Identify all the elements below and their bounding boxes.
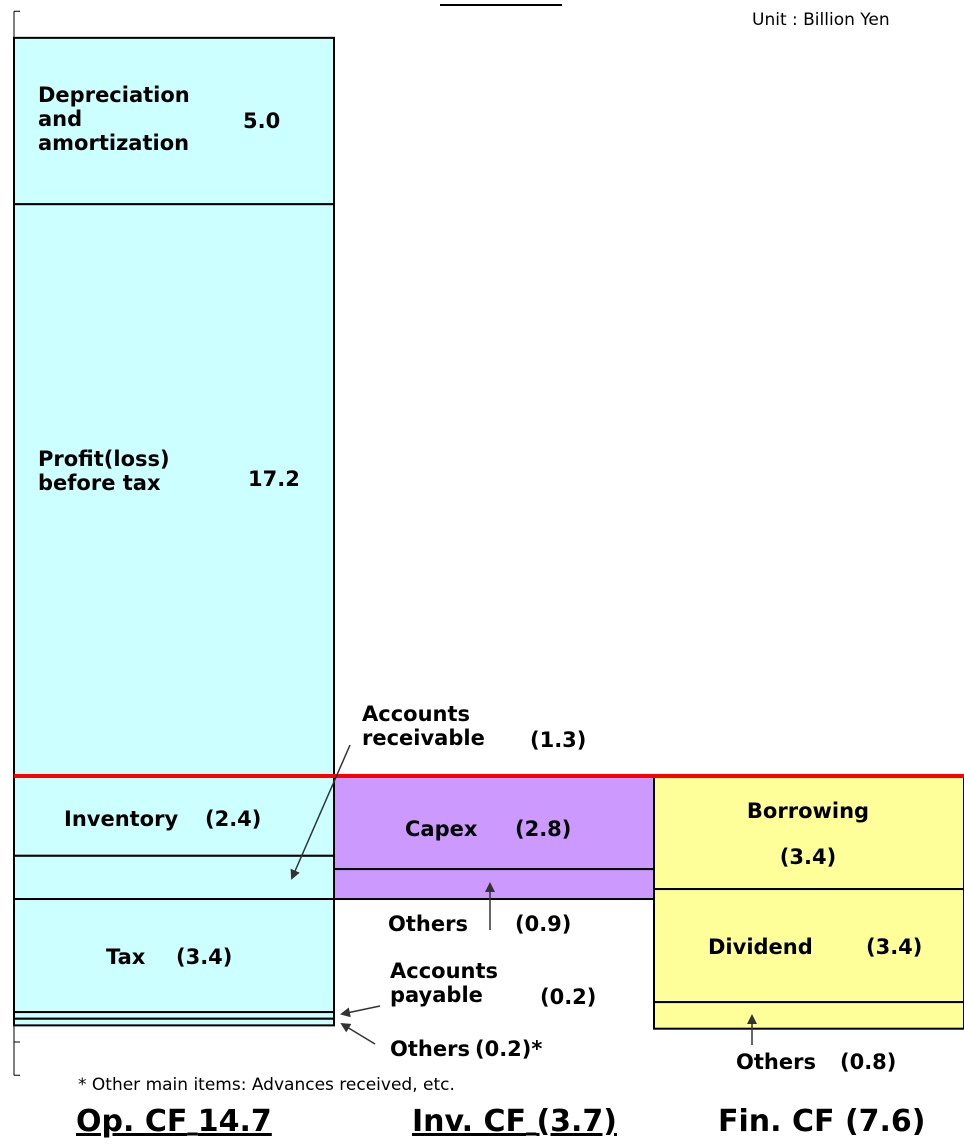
segment-name: Accounts xyxy=(362,702,470,726)
segment xyxy=(333,868,655,901)
segment-value: (0.2) xyxy=(540,985,596,1009)
arrow xyxy=(340,1005,381,1018)
segment-value: (3.4) xyxy=(780,845,836,869)
footnote: * Other main items: Advances received, e… xyxy=(78,1075,455,1095)
column-total-value: 14.7 xyxy=(198,1104,272,1139)
segment-value: (3.4) xyxy=(176,945,232,969)
column-name: Fin. CF xyxy=(718,1104,834,1139)
segment-value: (0.9) xyxy=(515,912,571,936)
arrow xyxy=(340,1022,376,1045)
segment-name: Accounts xyxy=(390,959,498,983)
segment xyxy=(13,898,335,1014)
segment-name: Others xyxy=(736,1050,816,1074)
segment-name: Profit(loss) xyxy=(38,447,170,471)
column-name: Op. CF xyxy=(76,1104,187,1139)
segment xyxy=(13,36,335,206)
segment-name: Others xyxy=(388,912,468,936)
segment-value: (0.8) xyxy=(840,1050,896,1074)
segment xyxy=(13,775,335,857)
segment-value: (2.8) xyxy=(515,817,571,841)
segment xyxy=(653,775,964,891)
segment-name: Borrowing xyxy=(747,799,869,823)
segment-value: (0.2)* xyxy=(475,1037,542,1061)
segment-value: (2.4) xyxy=(205,807,261,831)
column-total-value: (3.7) xyxy=(536,1104,617,1139)
column-name: Inv. CF xyxy=(412,1104,526,1139)
segment-value: 5.0 xyxy=(243,109,280,133)
segment-name: Capex xyxy=(405,817,478,841)
segment-name: receivable xyxy=(362,726,485,750)
segment-name: payable xyxy=(390,983,483,1007)
segment-name: Depreciation xyxy=(38,83,190,107)
column-total-value: (7.6) xyxy=(845,1104,926,1139)
segment-value: (1.3) xyxy=(530,728,586,752)
segment-value: 17.2 xyxy=(248,467,300,491)
segment xyxy=(13,854,335,901)
segment xyxy=(653,1001,964,1030)
column-total: Fin. CF (7.6) xyxy=(718,1104,926,1139)
segment-name: Others xyxy=(390,1037,470,1061)
segment xyxy=(333,775,655,871)
column-total: Op. CF 14.7 xyxy=(76,1104,272,1139)
segment-name: Inventory xyxy=(64,807,178,831)
column-total: Inv. CF (3.7) xyxy=(412,1104,617,1139)
segment-name: Tax xyxy=(106,945,146,969)
segment xyxy=(13,1017,335,1027)
unit-label: Unit : Billion Yen xyxy=(752,10,890,30)
segment xyxy=(653,888,964,1004)
arrow xyxy=(290,744,351,880)
segment-name: and xyxy=(38,107,82,131)
segment-name: Dividend xyxy=(708,935,813,959)
segment-name: before tax xyxy=(38,471,161,495)
segment-value: (3.4) xyxy=(866,935,922,959)
segment-name: amortization xyxy=(38,131,189,155)
